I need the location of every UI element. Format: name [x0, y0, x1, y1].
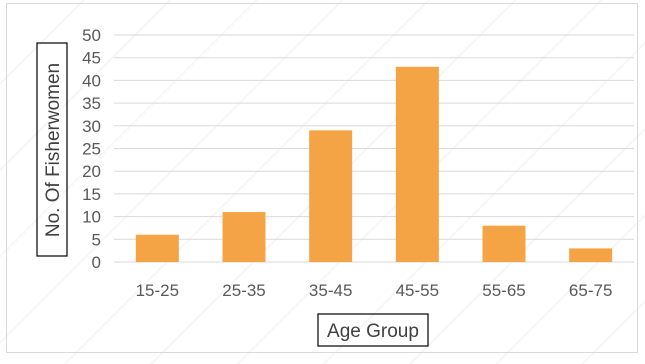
bar-25-35 — [222, 212, 266, 262]
y-tick-label: 50 — [82, 26, 101, 45]
y-tick-label: 30 — [82, 117, 101, 136]
x-axis-ticks: 15-25 25-35 35-45 45-55 55-65 65-75 — [136, 281, 613, 300]
y-tick-label: 5 — [92, 230, 101, 249]
x-axis-title: Age Group — [327, 321, 419, 342]
x-tick-label: 35-45 — [309, 281, 352, 300]
x-tick-label: 15-25 — [136, 281, 179, 300]
y-tick-label: 45 — [82, 49, 101, 68]
y-tick-label: 40 — [82, 71, 101, 90]
x-tick-label: 65-75 — [569, 281, 612, 300]
x-tick-label: 25-35 — [222, 281, 265, 300]
y-axis-title-box — [36, 42, 68, 257]
gridlines — [114, 34, 634, 263]
bars — [135, 66, 613, 262]
y-tick-label: 15 — [82, 185, 101, 204]
bar-55-65 — [482, 225, 526, 262]
bar-35-45 — [309, 130, 353, 262]
x-tick-label: 55-65 — [482, 281, 525, 300]
y-tick-label: 20 — [82, 162, 101, 181]
x-tick-label: 45-55 — [396, 281, 439, 300]
bar-45-55 — [395, 66, 439, 262]
bar-15-25 — [135, 234, 179, 262]
y-tick-label: 10 — [82, 208, 101, 227]
y-axis-title: No. Of Fisherwomen — [43, 63, 64, 237]
x-axis-title-box — [317, 313, 429, 347]
bar-65-75 — [569, 248, 613, 262]
chart-frame — [6, 3, 638, 353]
y-tick-label: 25 — [82, 140, 101, 159]
y-tick-label: 0 — [92, 253, 101, 272]
y-axis-ticks: 0 5 10 15 20 25 30 35 40 45 50 — [82, 26, 101, 272]
x-axis-title-group: Age Group — [317, 313, 429, 347]
y-axis-title-group: No. Of Fisherwomen — [36, 42, 68, 257]
y-tick-label: 35 — [82, 94, 101, 113]
